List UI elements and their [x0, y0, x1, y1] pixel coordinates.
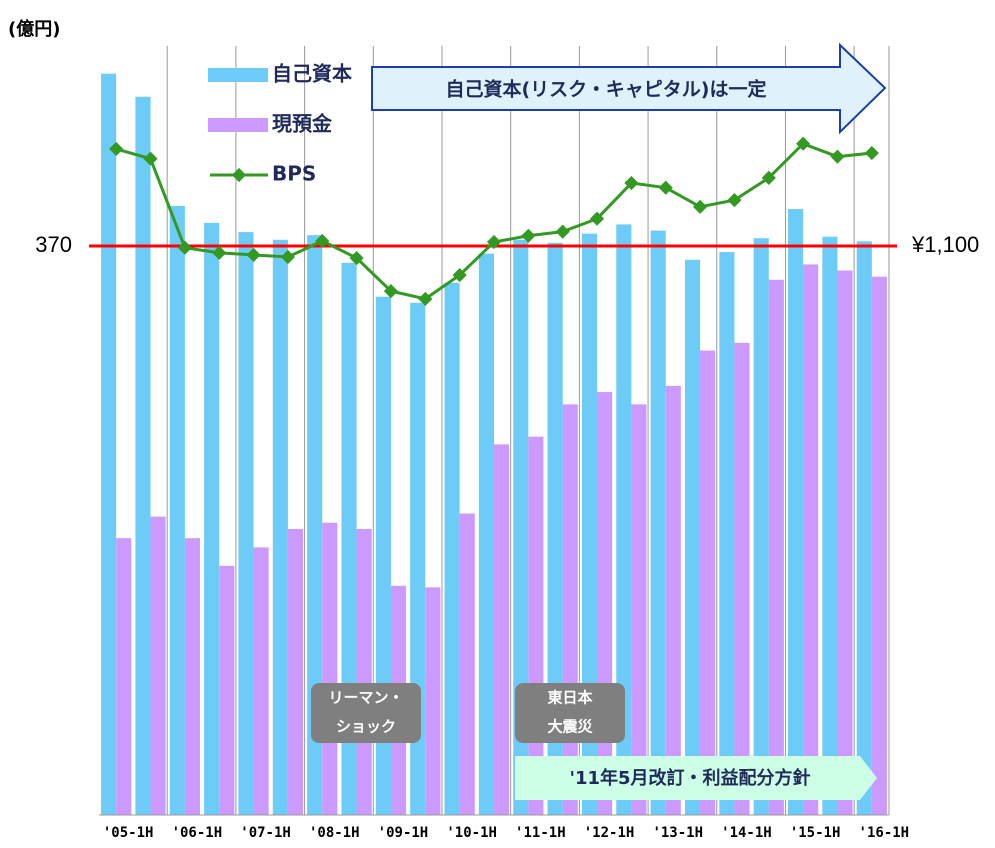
legend-swatch — [208, 118, 268, 132]
bar — [803, 264, 819, 815]
x-tick-label: '07-1H — [240, 825, 291, 841]
bar — [719, 252, 735, 816]
bar — [665, 385, 681, 815]
bar — [478, 253, 494, 815]
x-tick-label: '05-1H — [103, 825, 154, 841]
bar — [494, 444, 510, 815]
bar — [547, 242, 563, 815]
annotation: リーマン・ — [328, 689, 403, 707]
legend-label: BPS — [272, 162, 316, 186]
marker — [727, 193, 742, 208]
x-tick-label: '15-1H — [790, 825, 841, 841]
bar — [631, 404, 647, 815]
bar — [272, 239, 288, 816]
bar — [856, 241, 872, 816]
bar — [101, 73, 117, 815]
marker — [796, 136, 811, 151]
marker — [452, 268, 467, 283]
marker — [349, 250, 364, 266]
bar — [837, 270, 853, 816]
marker — [658, 180, 673, 195]
bar — [425, 587, 441, 815]
marker — [761, 170, 776, 185]
legend-label: 現預金 — [272, 112, 333, 136]
marker — [177, 240, 192, 255]
bar — [307, 235, 323, 815]
bar — [753, 238, 769, 815]
bar — [184, 538, 200, 815]
marker — [246, 247, 261, 262]
bar — [444, 282, 460, 815]
marker — [555, 224, 570, 239]
marker — [693, 199, 708, 214]
bar — [513, 239, 529, 816]
bar — [684, 259, 701, 816]
annotation: 東日本 — [547, 689, 592, 707]
marker — [624, 175, 639, 191]
x-tick-label: '10-1H — [446, 825, 497, 841]
bar — [238, 232, 254, 815]
annotation: '11年5月改訂・利益配分方針 — [569, 767, 810, 789]
x-tick-label: '11-1H — [515, 825, 566, 841]
marker — [315, 233, 330, 249]
policy-arrow — [515, 756, 877, 800]
bar — [135, 96, 151, 815]
annotations: 自己資本(リスク・キャピタル)は一定 リーマン・ ショック 東日本 大震災 '1… — [311, 42, 887, 800]
bar — [341, 262, 357, 815]
bar — [459, 513, 475, 815]
x-tick-label: '06-1H — [172, 825, 223, 841]
unit-label: (億円) — [8, 18, 60, 40]
legend-label: 自己資本 — [272, 62, 352, 86]
bar — [700, 350, 716, 815]
marker — [521, 228, 536, 243]
bar — [616, 224, 632, 815]
bar — [356, 528, 372, 815]
legend-marker — [231, 167, 247, 183]
bar — [219, 565, 235, 815]
x-tick-label: '14-1H — [721, 825, 772, 841]
x-tick-label: '12-1H — [584, 825, 635, 841]
marker — [589, 211, 605, 226]
bar — [768, 279, 784, 815]
note-box — [311, 683, 421, 743]
legend-swatch — [208, 68, 268, 82]
y2-tick-label: ¥1,100 — [911, 232, 979, 257]
x-tick-label: '08-1H — [309, 825, 360, 841]
annotation: 大震災 — [547, 718, 593, 736]
bar — [871, 276, 887, 815]
bar — [150, 516, 166, 815]
bar — [822, 236, 838, 815]
bar — [562, 404, 578, 815]
bar — [287, 528, 304, 815]
bar — [204, 222, 220, 815]
bar — [169, 205, 185, 815]
marker — [418, 291, 433, 306]
bar — [322, 522, 338, 815]
marker — [486, 234, 502, 250]
bar — [253, 547, 269, 815]
bar — [788, 209, 804, 815]
marker — [864, 145, 879, 161]
plot — [101, 73, 887, 816]
bar — [581, 233, 598, 816]
arrow-box — [371, 42, 887, 135]
annotation: ショック — [336, 718, 396, 736]
note-box — [515, 683, 625, 743]
marker — [830, 149, 845, 164]
marker — [383, 284, 399, 299]
bar — [116, 538, 132, 815]
x-tick-label: '09-1H — [378, 825, 429, 841]
x-tick-label: '16-1H — [859, 825, 910, 841]
y-tick-label: 370 — [35, 232, 72, 257]
marker — [143, 151, 158, 166]
bar — [650, 230, 666, 815]
marker — [280, 249, 295, 265]
bar — [597, 392, 613, 815]
x-tick-label: '13-1H — [652, 825, 703, 841]
annotation: 自己資本(リスク・キャピタル)は一定 — [446, 78, 767, 101]
bar — [734, 342, 750, 815]
